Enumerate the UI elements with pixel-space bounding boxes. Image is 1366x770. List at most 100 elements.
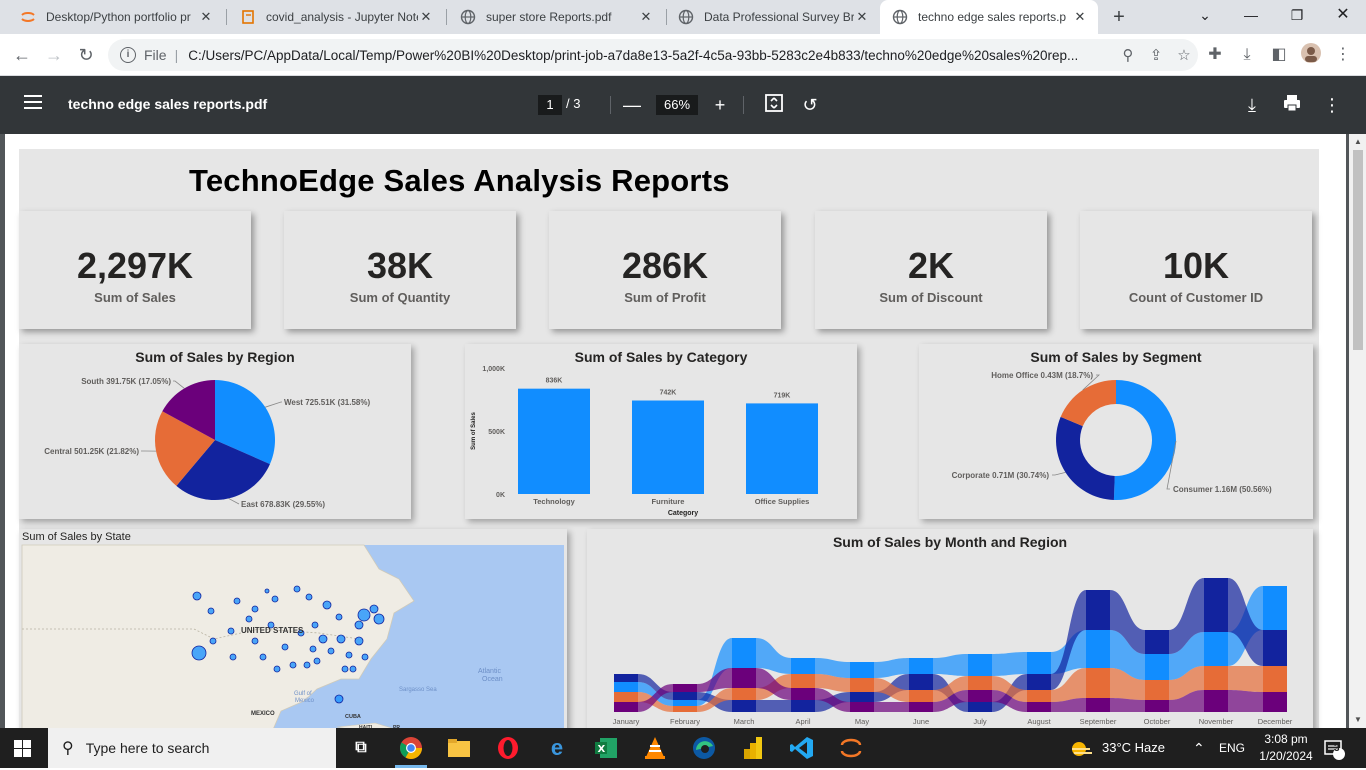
map-bubble[interactable] [265, 589, 269, 593]
map-bubble[interactable] [374, 614, 384, 624]
map-bubble[interactable] [362, 654, 368, 660]
windows-start-icon[interactable] [14, 740, 31, 757]
zoom-out-button[interactable]: — [620, 93, 644, 117]
bookmark-star-icon[interactable]: ☆ [1170, 46, 1198, 64]
map-bubble[interactable] [355, 621, 363, 629]
close-icon[interactable]: ✕ [854, 9, 870, 25]
ribbon-segment[interactable] [909, 690, 933, 702]
ribbon-segment[interactable] [673, 706, 697, 712]
ribbon-segment[interactable] [614, 692, 638, 702]
browser-menu-icon[interactable]: ⋮ [1330, 42, 1356, 68]
ribbon-segment[interactable] [850, 662, 874, 678]
ribbon-segment[interactable] [1086, 630, 1110, 668]
ribbon-segment[interactable] [909, 658, 933, 674]
map-bubble[interactable] [350, 666, 356, 672]
ribbon-segment[interactable] [1145, 700, 1169, 712]
tab-super-store-reports[interactable]: super store Reports.pdf ✕ [448, 0, 664, 34]
download-icon[interactable]: ⤓ [1240, 93, 1264, 117]
ribbon-segment[interactable] [732, 688, 756, 700]
rotate-icon[interactable]: ↺ [798, 93, 822, 117]
ribbon-segment[interactable] [968, 676, 992, 690]
back-button[interactable]: ← [8, 41, 36, 69]
map-bubble[interactable] [337, 635, 345, 643]
more-options-icon[interactable]: ⋮ [1320, 93, 1344, 117]
vertical-scrollbar[interactable]: ▲ ▼ [1349, 134, 1366, 728]
map-bubble[interactable] [230, 654, 236, 660]
close-window-button[interactable]: ✕ [1320, 0, 1366, 30]
map-bubble[interactable] [370, 605, 378, 613]
ribbon-segment[interactable] [850, 702, 874, 712]
ribbon-segment[interactable] [1086, 698, 1110, 712]
url-text[interactable]: C:/Users/PC/AppData/Local/Temp/Power%20B… [188, 48, 1114, 63]
page-number-input[interactable]: 1 [538, 95, 562, 115]
ribbon-segment[interactable] [791, 700, 815, 712]
power-bi-icon[interactable] [737, 734, 769, 762]
map-bubble[interactable] [252, 606, 258, 612]
vlc-icon[interactable] [639, 734, 671, 762]
map-bubble[interactable] [358, 609, 370, 621]
bar[interactable] [632, 401, 704, 494]
map-bubble[interactable] [246, 616, 252, 622]
ribbon-segment[interactable] [732, 700, 756, 712]
ribbon-segment[interactable] [732, 638, 756, 668]
reload-button[interactable]: ↻ [72, 41, 100, 69]
ribbon-segment[interactable] [614, 702, 638, 712]
clock[interactable]: 3:08 pm 1/20/2024 [1256, 731, 1316, 765]
ribbon-segment[interactable] [1204, 632, 1228, 666]
new-tab-button[interactable]: + [1106, 4, 1132, 30]
close-icon[interactable]: ✕ [418, 9, 434, 25]
ribbon-segment[interactable] [968, 702, 992, 712]
ribbon-segment[interactable] [968, 690, 992, 702]
weather-text[interactable]: 33°C Haze [1102, 728, 1165, 768]
ribbon-segment[interactable] [1204, 578, 1228, 632]
ribbon-segment[interactable] [673, 692, 697, 700]
zoom-in-button[interactable]: + [708, 93, 732, 117]
map-bubble[interactable] [336, 614, 342, 620]
internet-explorer-icon[interactable]: e [541, 734, 573, 762]
map-bubble[interactable] [346, 652, 352, 658]
ribbon-segment[interactable] [1263, 666, 1287, 692]
excel-icon[interactable]: X [590, 734, 622, 762]
donut-slice[interactable] [1056, 417, 1115, 500]
fit-page-icon[interactable] [762, 93, 786, 117]
pdf-canvas[interactable]: TechnoEdge Sales Analysis Reports 2,297K… [0, 134, 1366, 728]
ribbon-segment[interactable] [1086, 590, 1110, 630]
map-bubble[interactable] [310, 646, 316, 652]
map-bubble[interactable] [208, 608, 214, 614]
ribbon-segment[interactable] [1263, 630, 1287, 666]
zoom-search-icon[interactable]: ⚲ [1114, 46, 1142, 64]
map-bubble[interactable] [192, 646, 206, 660]
jupyter-icon[interactable] [835, 734, 867, 762]
hamburger-menu-icon[interactable] [24, 95, 42, 115]
map-bubble[interactable] [272, 596, 278, 602]
map-bubble[interactable] [314, 658, 320, 664]
map-bubble[interactable] [323, 601, 331, 609]
ribbon-segment[interactable] [909, 674, 933, 690]
share-icon[interactable]: ⇪ [1142, 46, 1170, 64]
ribbon-segment[interactable] [1145, 630, 1169, 654]
file-explorer-icon[interactable] [443, 734, 475, 762]
chrome-icon[interactable] [395, 734, 427, 762]
ribbon-segment[interactable] [1204, 690, 1228, 712]
ribbon-segment[interactable] [732, 668, 756, 688]
map-bubble[interactable] [319, 635, 327, 643]
map-bubble[interactable] [335, 695, 343, 703]
address-bar[interactable]: i File | C:/Users/PC/AppData/Local/Temp/… [108, 39, 1198, 71]
map-bubble[interactable] [304, 662, 310, 668]
map-bubble[interactable] [342, 666, 348, 672]
map-bubble[interactable] [355, 637, 363, 645]
ribbon-segment[interactable] [968, 654, 992, 676]
scroll-down-arrow-icon[interactable]: ▼ [1353, 715, 1363, 725]
map-bubble[interactable] [274, 666, 280, 672]
ribbon-segment[interactable] [614, 682, 638, 692]
opera-icon[interactable] [492, 734, 524, 762]
forward-button[interactable]: → [40, 41, 68, 69]
ribbon-segment[interactable] [1145, 680, 1169, 700]
ribbon-segment[interactable] [1204, 666, 1228, 690]
close-icon[interactable]: ✕ [638, 9, 654, 25]
edge-icon[interactable] [688, 734, 720, 762]
chevron-up-icon[interactable]: ⌃ [1193, 728, 1205, 768]
map-bubble[interactable] [228, 628, 234, 634]
map-bubble[interactable] [252, 638, 258, 644]
